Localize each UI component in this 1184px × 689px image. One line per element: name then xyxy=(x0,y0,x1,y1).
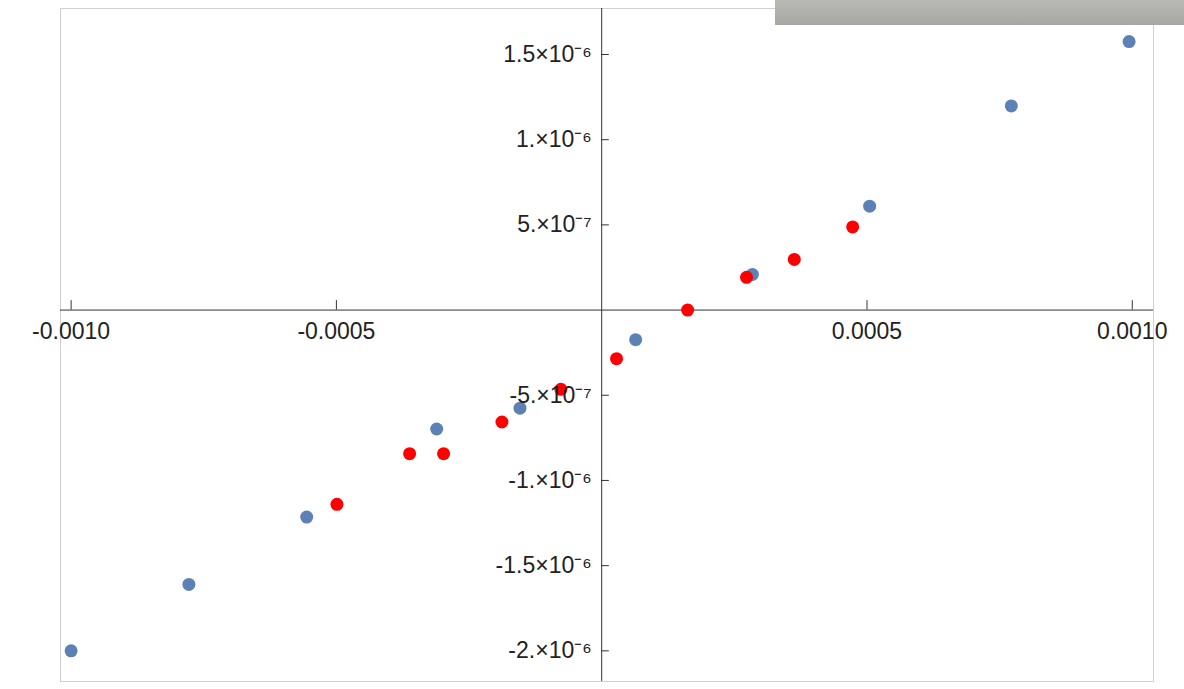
svg-text:5.×10⁻⁷: 5.×10⁻⁷ xyxy=(517,211,592,237)
svg-text:-5.×10⁻⁷: -5.×10⁻⁷ xyxy=(510,382,592,408)
svg-text:-1.×10⁻⁶: -1.×10⁻⁶ xyxy=(508,467,591,493)
svg-text:-2.×10⁻⁶: -2.×10⁻⁶ xyxy=(508,637,591,663)
svg-text:-1.5×10⁻⁶: -1.5×10⁻⁶ xyxy=(496,552,592,578)
svg-text:0.0010: 0.0010 xyxy=(1097,318,1167,344)
svg-text:1.5×10⁻⁶: 1.5×10⁻⁶ xyxy=(503,41,591,67)
svg-text:1.×10⁻⁶: 1.×10⁻⁶ xyxy=(516,126,592,152)
svg-text:-0.0010: -0.0010 xyxy=(32,318,110,344)
svg-text:-0.0005: -0.0005 xyxy=(297,318,375,344)
svg-text:0.0005: 0.0005 xyxy=(832,318,902,344)
